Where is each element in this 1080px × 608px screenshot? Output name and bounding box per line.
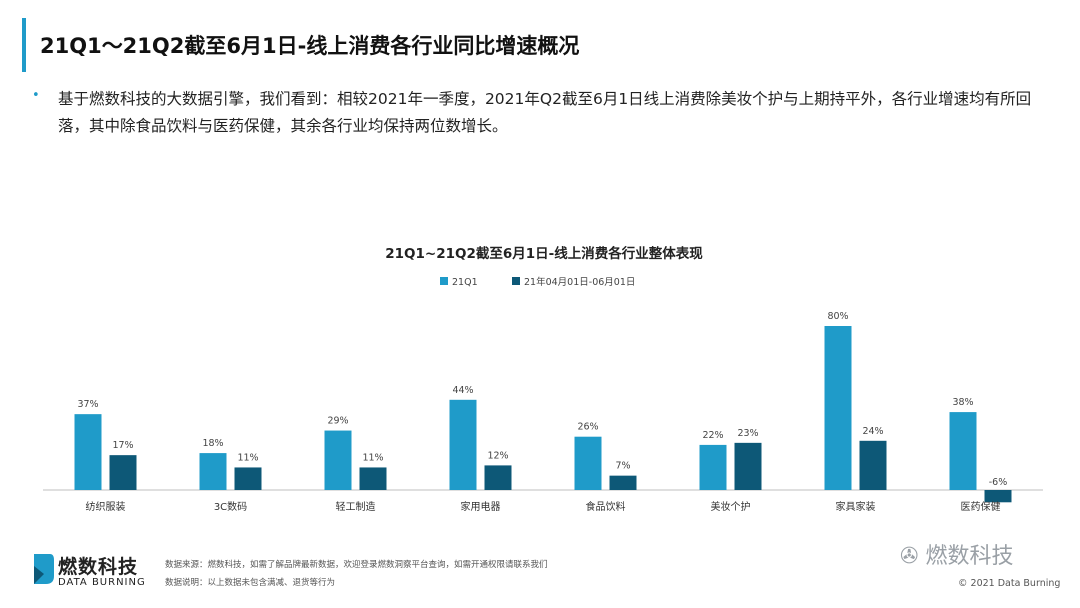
- title-accent-bar: [22, 18, 26, 72]
- copyright: © 2021 Data Burning: [958, 578, 1061, 589]
- bar-series1-2: [324, 430, 352, 490]
- data-label-series1-4: 26%: [577, 422, 598, 433]
- logo-name: 燃数科技: [58, 556, 139, 578]
- category-label-0: 纺织服装: [86, 500, 126, 513]
- bar-series1-5: [699, 444, 727, 490]
- data-source-note: 数据来源：燃数科技，如需了解品牌最新数据，欢迎登录燃数洞察平台查询，如需开通权限…: [165, 560, 548, 570]
- data-label-series1-6: 80%: [827, 311, 848, 322]
- legend-label-21q1: 21Q1: [452, 277, 478, 288]
- data-label-series1-1: 18%: [202, 438, 223, 449]
- bar-series1-4: [574, 436, 602, 490]
- bar-series2-2: [359, 467, 387, 490]
- legend-label-q2: 21年04月01日-06月01日: [524, 276, 635, 288]
- logo-subtitle: DATA BURNING: [58, 577, 146, 588]
- category-label-6: 家具家装: [836, 500, 876, 513]
- bullet-dot-icon: •: [32, 88, 40, 103]
- data-label-series2-5: 23%: [737, 428, 758, 439]
- data-label-series2-7: -6%: [989, 477, 1008, 488]
- wechat-icon: ✇: [900, 544, 926, 569]
- legend-swatch-q2: [512, 277, 520, 285]
- page-title: 21Q1～21Q2截至6月1日-线上消费各行业同比增速概况: [40, 34, 580, 58]
- category-label-7: 医药保健: [961, 500, 1001, 513]
- wechat-watermark: ✇ 燃数科技: [900, 538, 1013, 570]
- bar-series2-0: [109, 455, 137, 490]
- bar-series2-6: [859, 440, 887, 490]
- data-label-series1-5: 22%: [702, 430, 723, 441]
- data-label-series2-2: 11%: [362, 452, 383, 463]
- bar-series1-6: [824, 326, 852, 490]
- data-label-series2-4: 7%: [615, 461, 630, 472]
- data-label-series2-3: 12%: [487, 450, 508, 461]
- bar-series2-4: [609, 475, 637, 490]
- data-label-series2-1: 11%: [237, 452, 258, 463]
- category-label-4: 食品饮料: [586, 500, 626, 513]
- watermark-text: 燃数科技: [925, 544, 1014, 569]
- legend-swatch-21q1: [440, 277, 448, 285]
- bar-series2-5: [734, 442, 762, 490]
- bar-series1-0: [74, 414, 102, 490]
- data-label-series1-2: 29%: [327, 416, 348, 427]
- summary-text: 基于燃数科技的大数据引擎，我们看到：相较2021年一季度，2021年Q2截至6月…: [58, 90, 1032, 135]
- data-label-series1-7: 38%: [952, 397, 973, 408]
- category-label-3: 家用电器: [461, 500, 501, 513]
- data-description-note: 数据说明：以上数据未包含满减、退货等行为: [165, 578, 336, 588]
- bar-series1-1: [199, 453, 227, 490]
- data-burning-logo-icon: [34, 554, 54, 584]
- bar-series1-3: [449, 399, 477, 490]
- bar-series2-7: [984, 490, 1012, 503]
- data-label-series1-3: 44%: [452, 385, 473, 396]
- bar-series1-7: [949, 412, 977, 490]
- data-label-series2-0: 17%: [112, 440, 133, 451]
- chart-legend: 21Q1 21年04月01日-06月01日: [440, 276, 635, 288]
- bar-series2-1: [234, 467, 262, 490]
- data-label-series1-0: 37%: [77, 399, 98, 410]
- summary-bullet: • 基于燃数科技的大数据引擎，我们看到：相较2021年一季度，2021年Q2截至…: [32, 86, 1042, 140]
- category-label-1: 3C数码: [214, 500, 247, 513]
- category-label-5: 美妆个护: [711, 500, 751, 513]
- chart-title: 21Q1~21Q2截至6月1日-线上消费各行业整体表现: [385, 245, 703, 262]
- category-label-2: 轻工制造: [336, 500, 376, 513]
- bar-series2-3: [484, 465, 512, 490]
- data-label-series2-6: 24%: [862, 426, 883, 437]
